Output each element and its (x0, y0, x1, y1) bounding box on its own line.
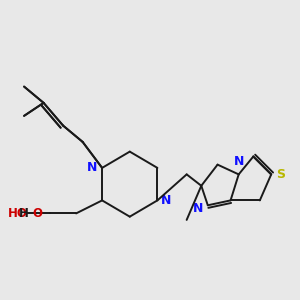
Text: N: N (193, 202, 203, 215)
Text: S: S (276, 168, 285, 181)
Text: N: N (233, 155, 244, 168)
Text: HO: HO (8, 207, 27, 220)
Text: N: N (87, 161, 97, 174)
Text: N: N (161, 194, 172, 207)
Text: H: H (19, 207, 29, 220)
Text: O: O (32, 207, 42, 220)
